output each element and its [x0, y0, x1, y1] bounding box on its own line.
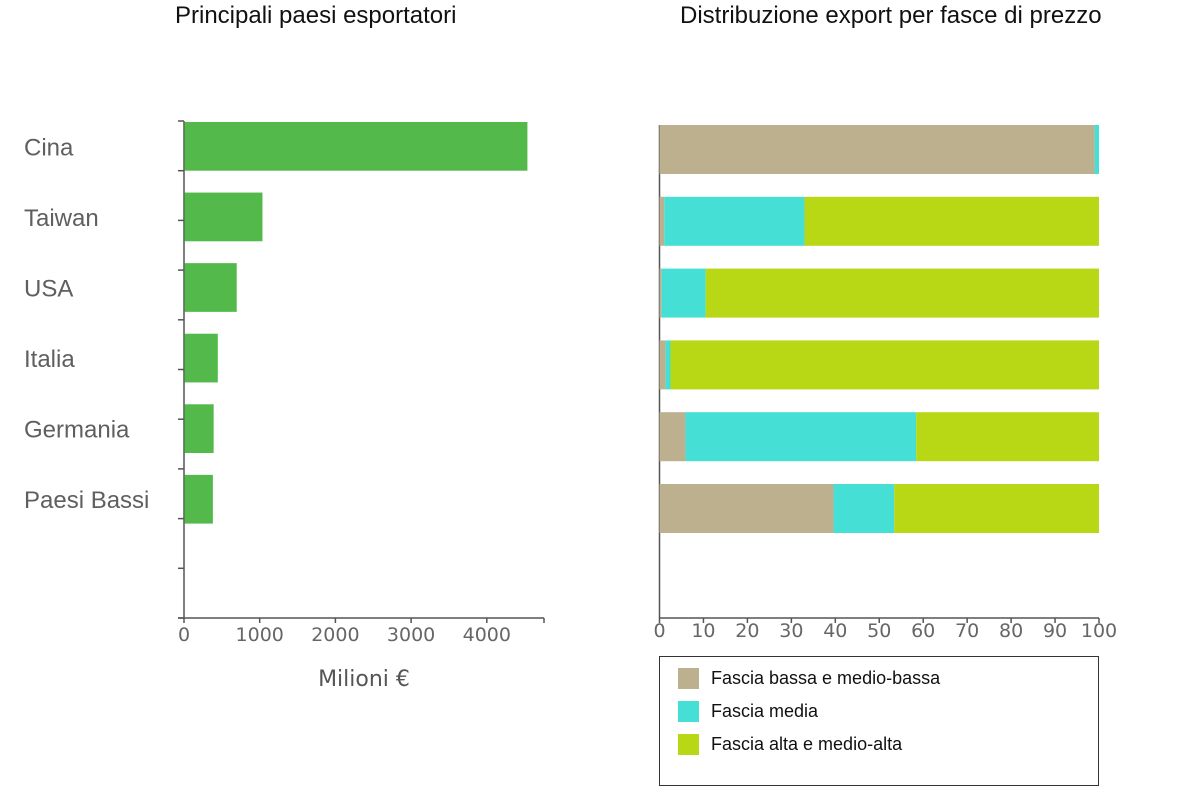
- right-x-tick-label: 20: [735, 620, 759, 642]
- category-label: USA: [24, 276, 73, 303]
- stacked-bar-taiwan-series-0: [659, 196, 665, 246]
- right-x-tick-label: 0: [653, 620, 665, 642]
- left-x-tick-label: 1000: [236, 624, 284, 646]
- stacked-bar-germania-series-1: [685, 412, 917, 462]
- right-x-tick-label: 40: [823, 620, 847, 642]
- category-label: Germania: [24, 417, 130, 444]
- bar-usa: [184, 263, 237, 312]
- category-label: Paesi Bassi: [24, 487, 149, 514]
- stacked-bar-paesi-bassi-series-0: [659, 484, 834, 533]
- stacked-bar-italia-series-0: [659, 340, 666, 390]
- bar-germania: [184, 404, 214, 454]
- right-x-tick-label: 70: [955, 620, 979, 642]
- legend-item: Fascia bassa e medio-bassa: [678, 666, 940, 690]
- category-label: Cina: [24, 134, 74, 161]
- legend-swatch-mid: [678, 700, 699, 722]
- right-x-tick-label: 90: [1043, 620, 1067, 642]
- stacked-bar-usa-series-2: [705, 268, 1099, 318]
- bar-italia: [184, 333, 218, 383]
- left-x-axis-title: Milioni €: [318, 667, 410, 692]
- category-label: Taiwan: [24, 205, 99, 232]
- right-x-tick-label: 10: [691, 620, 715, 642]
- legend-item: Fascia alta e medio-alta: [678, 732, 902, 756]
- stacked-bar-germania-series-0: [659, 412, 686, 462]
- legend-swatch-high: [678, 733, 699, 755]
- left-x-tick-label: 2000: [311, 624, 359, 646]
- legend-label-mid: Fascia media: [711, 700, 819, 721]
- stacked-bar-germania-series-2: [916, 412, 1099, 462]
- legend-swatch-low: [678, 667, 699, 689]
- stacked-bar-paesi-bassi-series-1: [833, 484, 895, 533]
- right-x-tick-label: 80: [999, 620, 1023, 642]
- right-chart-title: Distribuzione export per fasce di prezzo: [680, 2, 1102, 29]
- legend-item: Fascia media: [678, 699, 818, 723]
- bar-paesi-bassi: [184, 474, 213, 524]
- left-x-tick-label: 4000: [463, 624, 511, 646]
- stacked-bar-taiwan-series-2: [804, 196, 1099, 246]
- legend-label-low: Fascia bassa e medio-bassa: [711, 667, 941, 688]
- bar-cina: [184, 122, 528, 171]
- right-x-tick-label: 60: [911, 620, 935, 642]
- legend: Fascia bassa e medio-bassa Fascia media …: [659, 656, 1099, 786]
- left-x-tick-label: 3000: [387, 624, 435, 646]
- bar-taiwan: [184, 192, 263, 242]
- left-x-tick-label: 0: [178, 624, 190, 646]
- stacked-bar-italia-series-1: [665, 340, 671, 390]
- right-x-tick-label: 100: [1081, 620, 1117, 642]
- stacked-bar-italia-series-2: [670, 340, 1099, 390]
- stacked-bar-usa-series-1: [661, 268, 706, 318]
- right-x-tick-label: 30: [779, 620, 803, 642]
- left-chart-title: Principali paesi esportatori: [175, 2, 457, 29]
- stacked-bar-paesi-bassi-series-2: [894, 484, 1099, 533]
- stacked-bar-taiwan-series-1: [664, 196, 805, 246]
- legend-label-high: Fascia alta e medio-alta: [711, 733, 903, 754]
- right-x-tick-label: 50: [867, 620, 891, 642]
- category-label: Italia: [24, 346, 75, 373]
- stacked-bar-cina-series-0: [659, 125, 1095, 174]
- stacked-bar-cina-series-1: [1094, 125, 1099, 174]
- stacked-bar-usa-series-0: [659, 268, 662, 318]
